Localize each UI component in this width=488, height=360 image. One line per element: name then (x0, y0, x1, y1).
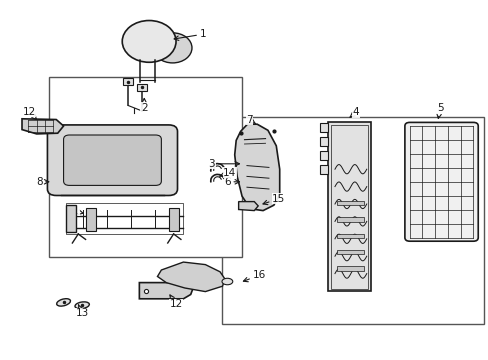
Bar (337, 250, 364, 254)
Polygon shape (320, 123, 327, 132)
Bar (337, 217, 364, 221)
Bar (66, 205, 76, 232)
Text: 12: 12 (22, 107, 37, 120)
Polygon shape (234, 124, 279, 211)
Text: 12: 12 (169, 295, 183, 309)
FancyBboxPatch shape (404, 122, 477, 241)
Polygon shape (238, 202, 258, 211)
FancyBboxPatch shape (63, 135, 161, 185)
Bar (330, 125, 367, 289)
Text: 13: 13 (75, 305, 89, 318)
Bar (337, 201, 364, 205)
Bar (222, 117, 483, 324)
Ellipse shape (122, 21, 176, 62)
Bar (85, 208, 96, 231)
Text: 7: 7 (245, 114, 255, 125)
Bar (337, 234, 364, 238)
Polygon shape (157, 262, 224, 292)
Text: 2: 2 (141, 98, 147, 113)
Text: 6: 6 (224, 177, 239, 187)
Ellipse shape (57, 299, 70, 306)
Text: 1: 1 (174, 29, 206, 40)
FancyBboxPatch shape (47, 125, 177, 195)
Polygon shape (327, 122, 370, 291)
Bar (49, 77, 242, 257)
Text: 16: 16 (243, 270, 265, 282)
Text: 4: 4 (349, 107, 359, 117)
Text: 5: 5 (436, 103, 443, 118)
Polygon shape (22, 119, 63, 134)
Text: 9: 9 (89, 136, 99, 146)
Text: 15: 15 (263, 194, 285, 204)
Ellipse shape (222, 278, 232, 285)
Text: 10: 10 (81, 155, 99, 165)
FancyBboxPatch shape (137, 84, 146, 91)
Ellipse shape (75, 302, 89, 309)
FancyBboxPatch shape (123, 78, 133, 85)
Text: 14: 14 (220, 168, 236, 178)
Bar (168, 208, 179, 231)
Bar (66, 203, 183, 234)
Polygon shape (139, 283, 193, 299)
Polygon shape (320, 151, 327, 160)
Text: 11: 11 (65, 206, 83, 216)
Text: 8: 8 (36, 177, 49, 187)
Polygon shape (320, 137, 327, 146)
Ellipse shape (153, 33, 192, 63)
Bar (337, 266, 364, 271)
Polygon shape (320, 165, 327, 174)
Text: 3: 3 (208, 159, 239, 169)
